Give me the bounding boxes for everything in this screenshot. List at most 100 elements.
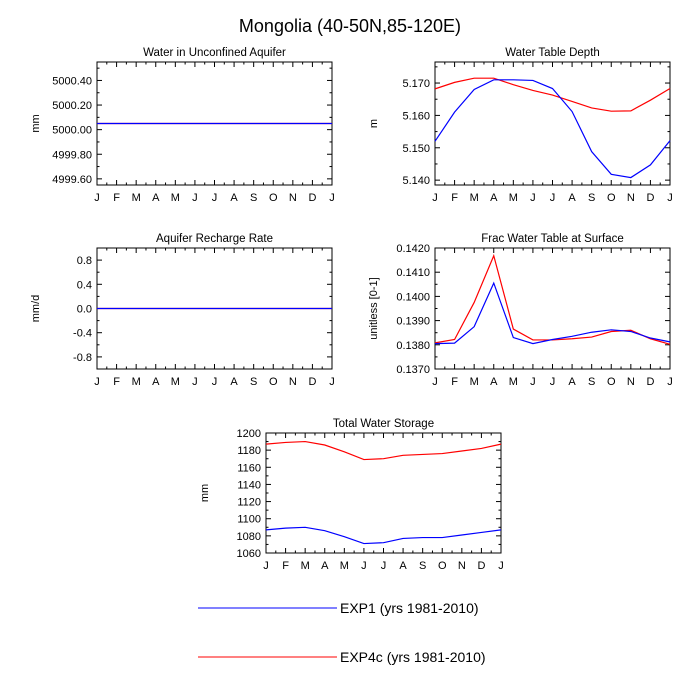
y-tick-label: 0.8 [77,255,92,267]
x-tick-label: A [568,192,576,204]
y-axis-label: m [368,119,380,128]
x-tick-label: S [250,192,257,204]
panel-title: Frac Water Table at Surface [481,233,624,245]
x-tick-label: S [588,192,595,204]
x-tick-label: N [627,376,635,388]
y-tick-label: 0.1420 [396,243,430,255]
x-tick-label: N [289,192,297,204]
x-tick-label: M [509,376,518,388]
x-tick-label: D [646,376,654,388]
y-tick-label: 1180 [237,445,261,457]
x-tick-label: O [438,560,447,572]
y-tick-label: 1100 [237,514,261,526]
series-line-exp1 [434,281,671,345]
x-tick-label: M [171,376,180,388]
series-line-exp4c [265,440,502,461]
x-tick-label: S [588,376,595,388]
y-tick-label: 5.170 [402,78,430,90]
y-tick-label: 0.1380 [396,340,430,352]
x-tick-label: D [646,192,654,204]
x-tick-label: A [568,376,576,388]
x-tick-label: A [321,560,329,572]
x-tick-label: F [282,560,289,572]
y-tick-label: 5000.40 [52,75,92,87]
x-tick-label: N [627,192,635,204]
x-tick-label: J [329,192,335,204]
x-tick-label: M [301,560,310,572]
y-tick-label: 0.1410 [396,267,430,279]
x-tick-label: J [263,560,269,572]
legend: EXP1 (yrs 1981-2010) EXP4c (yrs 1981-2010… [198,600,486,665]
x-tick-label: D [477,560,485,572]
x-tick-label: J [530,192,536,204]
y-tick-label: 1200 [237,428,261,440]
y-tick-label: 0.4 [77,279,92,291]
x-tick-label: J [192,376,198,388]
x-tick-label: J [212,192,218,204]
y-tick-label: 0.1370 [396,364,430,376]
x-tick-label: F [113,192,120,204]
legend-label: EXP4c (yrs 1981-2010) [340,649,486,665]
legend-item: EXP1 (yrs 1981-2010) [198,600,479,616]
y-tick-label: 4999.80 [52,149,92,161]
x-tick-label: F [451,376,458,388]
y-tick-label: 5.140 [402,175,430,187]
x-tick-label: M [470,192,479,204]
y-tick-label: 1080 [237,531,261,543]
x-tick-label: J [667,376,673,388]
x-tick-label: A [490,192,498,204]
y-tick-label: 5000.00 [52,125,92,137]
figure-title: Mongolia (40-50N,85-120E) [239,16,461,36]
y-tick-label: 0.1390 [396,316,430,328]
y-tick-label: 4999.60 [52,174,92,186]
x-tick-label: J [361,560,367,572]
x-tick-label: J [212,376,218,388]
x-tick-label: O [269,192,278,204]
plot-frame [434,247,671,370]
x-tick-label: O [607,192,616,204]
x-tick-label: J [530,376,536,388]
x-tick-label: J [550,376,556,388]
x-tick-label: O [269,376,278,388]
x-tick-label: J [329,376,335,388]
x-tick-label: A [152,376,160,388]
panel-title: Water in Unconfined Aquifer [143,47,286,59]
y-tick-label: -0.8 [73,352,92,364]
y-axis-label: mm [199,484,211,502]
x-tick-label: M [132,192,141,204]
x-tick-label: J [381,560,387,572]
x-tick-label: A [152,192,160,204]
y-tick-label: 5.160 [402,110,430,122]
series-line-exp4c [434,77,671,112]
x-tick-label: M [509,192,518,204]
y-axis-label: mm/d [30,295,42,323]
panel-title: Total Water Storage [333,418,434,430]
y-axis-label: mm [30,114,42,132]
y-tick-label: 1060 [237,548,261,560]
legend-item: EXP4c (yrs 1981-2010) [198,649,486,665]
x-tick-label: F [113,376,120,388]
x-tick-label: J [432,192,438,204]
panel-title: Water Table Depth [505,47,600,59]
y-tick-label: 1120 [237,497,261,509]
y-tick-label: 5000.20 [52,100,92,112]
panel-title: Aquifer Recharge Rate [156,233,273,245]
x-tick-label: D [308,192,316,204]
x-tick-label: N [458,560,466,572]
x-tick-label: M [171,192,180,204]
x-tick-label: M [340,560,349,572]
series-line-exp1 [434,79,671,179]
x-tick-label: J [94,376,100,388]
x-tick-label: A [490,376,498,388]
x-tick-label: J [192,192,198,204]
x-tick-label: J [432,376,438,388]
x-tick-label: A [230,192,238,204]
x-tick-label: F [451,192,458,204]
